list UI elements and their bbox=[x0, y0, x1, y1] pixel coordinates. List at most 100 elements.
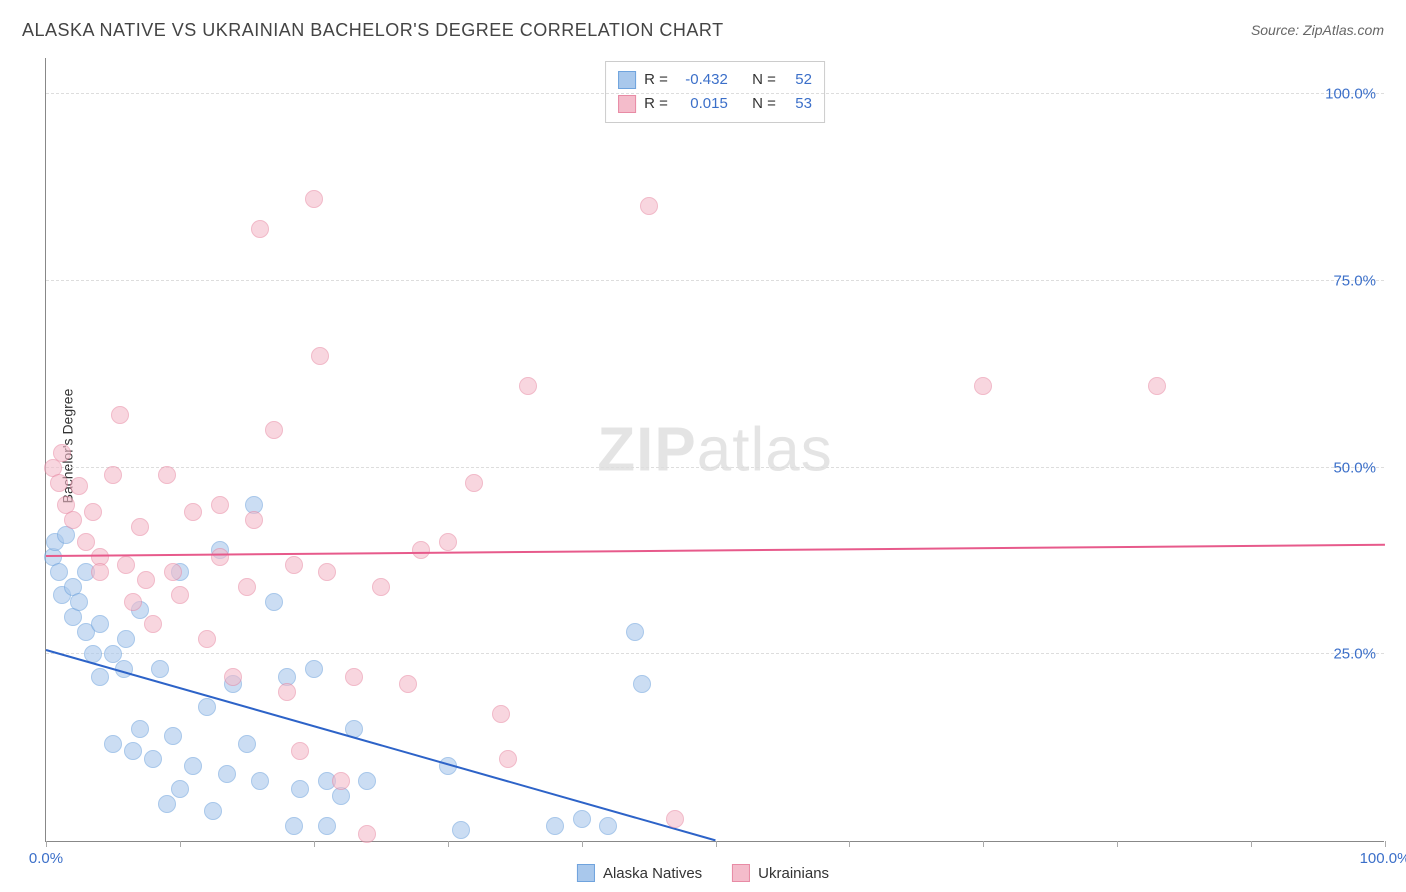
trend-line bbox=[46, 649, 716, 841]
r-label: R = bbox=[644, 68, 668, 92]
data-point bbox=[144, 750, 162, 768]
series-swatch bbox=[618, 95, 636, 113]
x-tick bbox=[849, 841, 850, 847]
data-point bbox=[439, 533, 457, 551]
gridline bbox=[46, 467, 1384, 468]
data-point bbox=[251, 220, 269, 238]
n-label: N = bbox=[752, 68, 776, 92]
data-point bbox=[238, 735, 256, 753]
data-point bbox=[452, 821, 470, 839]
data-point bbox=[198, 630, 216, 648]
data-point bbox=[291, 780, 309, 798]
data-point bbox=[204, 802, 222, 820]
y-tick-label: 50.0% bbox=[1333, 459, 1376, 476]
data-point bbox=[104, 735, 122, 753]
data-point bbox=[164, 727, 182, 745]
data-point bbox=[91, 615, 109, 633]
y-tick-label: 100.0% bbox=[1325, 86, 1376, 103]
data-point bbox=[465, 474, 483, 492]
data-point bbox=[198, 698, 216, 716]
source-attribution: Source: ZipAtlas.com bbox=[1251, 22, 1384, 38]
data-point bbox=[84, 503, 102, 521]
data-point bbox=[184, 503, 202, 521]
data-point bbox=[318, 563, 336, 581]
data-point bbox=[499, 750, 517, 768]
data-point bbox=[345, 668, 363, 686]
data-point bbox=[171, 586, 189, 604]
data-point bbox=[131, 720, 149, 738]
legend-swatch bbox=[732, 864, 750, 882]
data-point bbox=[640, 197, 658, 215]
data-point bbox=[124, 593, 142, 611]
data-point bbox=[358, 772, 376, 790]
data-point bbox=[70, 593, 88, 611]
data-point bbox=[238, 578, 256, 596]
x-tick-label: 0.0% bbox=[29, 850, 63, 867]
data-point bbox=[546, 817, 564, 835]
data-point bbox=[291, 742, 309, 760]
data-point bbox=[305, 190, 323, 208]
data-point bbox=[372, 578, 390, 596]
n-value: 52 bbox=[784, 68, 812, 92]
data-point bbox=[626, 623, 644, 641]
legend-label: Ukrainians bbox=[758, 865, 829, 882]
data-point bbox=[492, 705, 510, 723]
data-point bbox=[318, 817, 336, 835]
x-tick bbox=[1117, 841, 1118, 847]
series-legend: Alaska Natives Ukrainians bbox=[577, 864, 829, 882]
data-point bbox=[50, 474, 68, 492]
data-point bbox=[311, 347, 329, 365]
x-tick bbox=[582, 841, 583, 847]
n-value: 53 bbox=[784, 92, 812, 116]
gridline bbox=[46, 93, 1384, 94]
r-label: R = bbox=[644, 92, 668, 116]
legend-item: Alaska Natives bbox=[577, 864, 702, 882]
x-tick bbox=[448, 841, 449, 847]
data-point bbox=[111, 406, 129, 424]
data-point bbox=[91, 668, 109, 686]
data-point bbox=[131, 518, 149, 536]
data-point bbox=[158, 466, 176, 484]
r-value: 0.015 bbox=[676, 92, 728, 116]
data-point bbox=[265, 593, 283, 611]
data-point bbox=[211, 548, 229, 566]
stats-row: R =-0.432 N =52 bbox=[618, 68, 812, 92]
data-point bbox=[358, 825, 376, 843]
data-point bbox=[164, 563, 182, 581]
data-point bbox=[519, 377, 537, 395]
data-point bbox=[251, 772, 269, 790]
series-swatch bbox=[618, 71, 636, 89]
legend-swatch bbox=[577, 864, 595, 882]
data-point bbox=[285, 817, 303, 835]
data-point bbox=[117, 630, 135, 648]
x-tick bbox=[1385, 841, 1386, 847]
data-point bbox=[137, 571, 155, 589]
data-point bbox=[1148, 377, 1166, 395]
data-point bbox=[171, 780, 189, 798]
gridline bbox=[46, 280, 1384, 281]
scatter-chart: ZIPatlas R =-0.432 N =52R =0.015 N =53 2… bbox=[45, 58, 1384, 842]
data-point bbox=[104, 466, 122, 484]
data-point bbox=[53, 444, 71, 462]
gridline bbox=[46, 653, 1384, 654]
data-point bbox=[144, 615, 162, 633]
data-point bbox=[50, 563, 68, 581]
chart-title: ALASKA NATIVE VS UKRAINIAN BACHELOR'S DE… bbox=[22, 20, 724, 41]
legend-item: Ukrainians bbox=[732, 864, 829, 882]
data-point bbox=[224, 668, 242, 686]
data-point bbox=[305, 660, 323, 678]
x-tick bbox=[180, 841, 181, 847]
data-point bbox=[332, 772, 350, 790]
data-point bbox=[64, 511, 82, 529]
data-point bbox=[117, 556, 135, 574]
data-point bbox=[151, 660, 169, 678]
data-point bbox=[211, 496, 229, 514]
data-point bbox=[184, 757, 202, 775]
trend-line bbox=[46, 544, 1385, 557]
x-tick bbox=[716, 841, 717, 847]
data-point bbox=[77, 533, 95, 551]
stats-row: R =0.015 N =53 bbox=[618, 92, 812, 116]
data-point bbox=[633, 675, 651, 693]
data-point bbox=[399, 675, 417, 693]
data-point bbox=[278, 683, 296, 701]
